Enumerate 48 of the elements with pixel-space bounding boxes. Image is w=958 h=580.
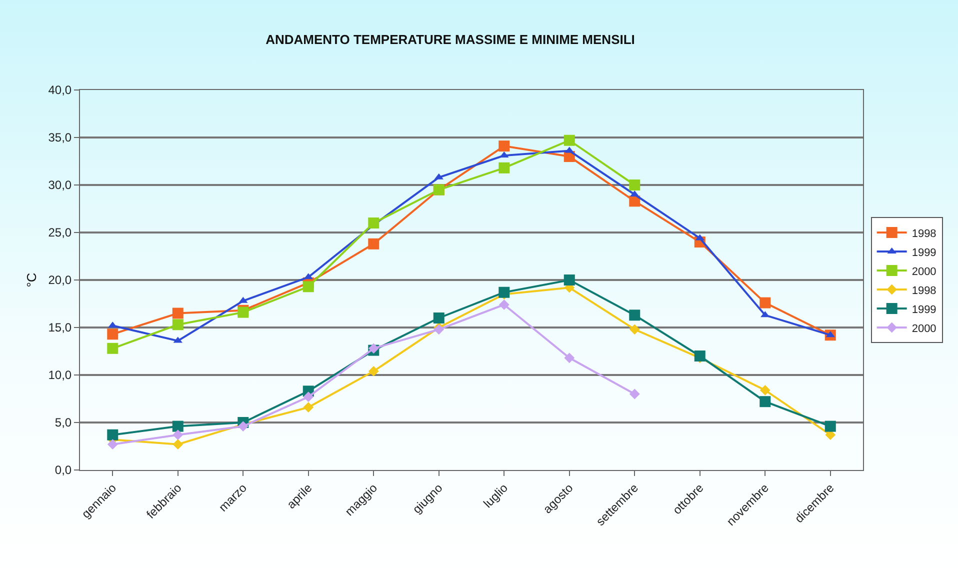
- y-tick-label: 35,0: [48, 130, 72, 145]
- point: [760, 297, 771, 308]
- point: [824, 420, 836, 432]
- point: [629, 310, 640, 321]
- y-tick-label: 40,0: [48, 83, 72, 98]
- chart-title: ANDAMENTO TEMPERATURE MASSIME E MINIME MENSILI: [266, 32, 635, 47]
- legend-label: 2000: [912, 322, 936, 335]
- y-tick-label: 10,0: [48, 368, 72, 382]
- legend-label: 2000: [912, 266, 936, 278]
- point: [368, 218, 380, 228]
- point: [107, 439, 118, 450]
- legend-label: 1999: [912, 304, 936, 316]
- point: [629, 180, 640, 190]
- legend-label: 1999: [912, 246, 936, 259]
- point: [498, 300, 510, 310]
- y-tick-label: 5,0: [54, 416, 72, 430]
- point: [368, 238, 380, 250]
- point: [760, 396, 771, 408]
- point: [760, 385, 770, 396]
- point: [433, 312, 444, 324]
- point: [172, 308, 184, 319]
- point: [498, 286, 510, 298]
- point: [172, 319, 184, 330]
- point: [302, 281, 314, 292]
- point: [303, 402, 314, 412]
- point: [629, 388, 640, 400]
- point: [172, 420, 184, 432]
- point: [107, 342, 118, 354]
- legend-label: 1998: [912, 228, 936, 240]
- y-tick-label: 15,0: [48, 320, 72, 335]
- point: [172, 439, 184, 450]
- y-tick-label: 25,0: [48, 226, 72, 240]
- point: [303, 392, 314, 402]
- point: [564, 134, 575, 146]
- point: [498, 162, 510, 174]
- point: [564, 274, 575, 286]
- point: [172, 430, 184, 440]
- point: [107, 429, 118, 440]
- legend-label: 1998: [912, 284, 936, 297]
- point: [629, 324, 640, 335]
- y-tick-label: 20,0: [48, 273, 72, 288]
- point: [564, 352, 575, 364]
- point: [107, 328, 118, 340]
- point: [498, 140, 510, 152]
- point: [368, 366, 379, 376]
- y-tick-label: 30,0: [48, 178, 72, 192]
- y-axis-title: °C: [24, 272, 40, 288]
- y-tick-label: 0,0: [54, 463, 72, 478]
